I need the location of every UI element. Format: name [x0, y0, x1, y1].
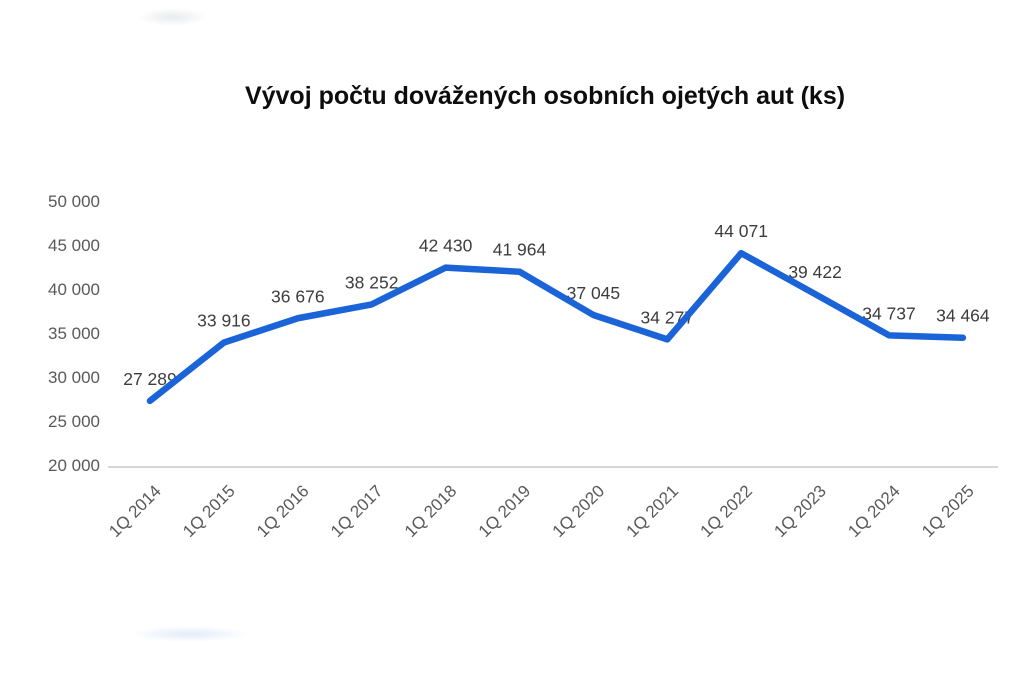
series-line — [146, 249, 967, 405]
data-point-label: 41 964 — [493, 240, 547, 260]
x-axis-tick-label: 1Q 2020 — [549, 481, 609, 541]
y-axis-tick-label: 30 000 — [48, 368, 100, 387]
y-axis-tick-label: 25 000 — [48, 412, 100, 431]
x-axis-tick-label: 1Q 2023 — [770, 481, 830, 541]
chart-title: Vývoj počtu dovážených osobních ojetých … — [244, 82, 846, 110]
data-point-label: 34 737 — [862, 303, 916, 323]
x-axis-tick-label: 1Q 2014 — [105, 481, 165, 541]
data-point-label: 37 045 — [567, 283, 621, 303]
data-point-label: 34 464 — [936, 306, 990, 326]
data-point-label: 36 676 — [271, 286, 325, 306]
data-point-label: 27 289 — [123, 369, 177, 389]
x-axis-tick-label: 1Q 2019 — [475, 481, 535, 541]
x-axis-tick-label: 1Q 2022 — [696, 481, 756, 541]
y-axis-tick-label: 35 000 — [48, 324, 100, 343]
y-axis-tick-label: 45 000 — [48, 236, 100, 255]
y-axis-tick-label: 40 000 — [48, 280, 100, 299]
x-axis-tick-label: 1Q 2024 — [844, 481, 904, 541]
x-axis-tick-label: 1Q 2017 — [327, 481, 387, 541]
x-axis-tick-label: 1Q 2025 — [918, 481, 978, 541]
x-axis-tick-label: 1Q 2021 — [623, 481, 683, 541]
y-axis-tick-label: 50 000 — [48, 192, 100, 211]
data-point-label: 44 071 — [714, 221, 768, 241]
y-axis-tick-label: 20 000 — [48, 456, 100, 475]
x-axis-tick-label: 1Q 2016 — [253, 481, 313, 541]
data-point-label: 33 916 — [197, 311, 251, 331]
x-axis-tick-label: 1Q 2015 — [179, 481, 239, 541]
data-point-label: 38 252 — [345, 272, 399, 292]
x-axis-tick-label: 1Q 2018 — [401, 481, 461, 541]
data-point-label: 39 422 — [788, 262, 842, 282]
data-point-label: 42 430 — [419, 236, 473, 256]
